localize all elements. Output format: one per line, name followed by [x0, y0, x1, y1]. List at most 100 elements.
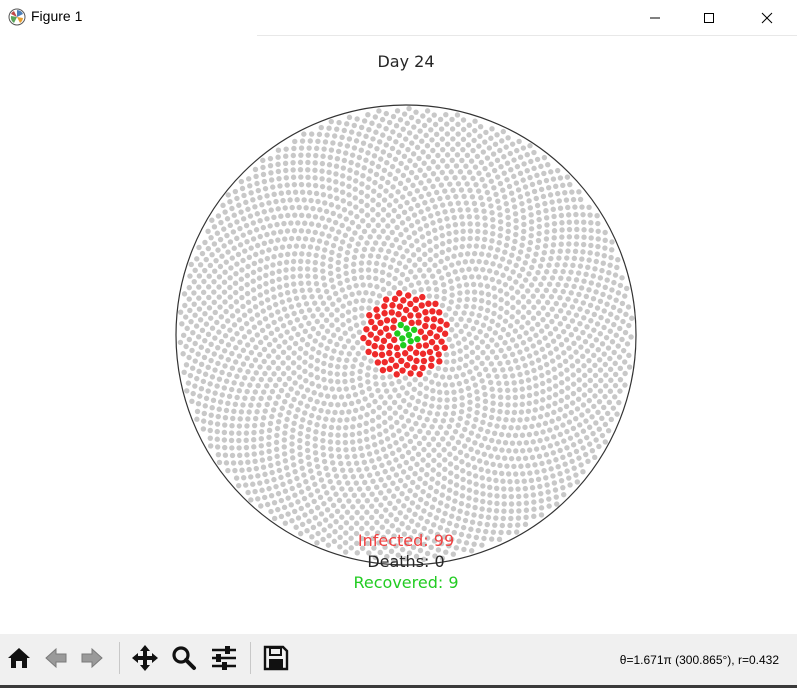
susceptible-point: [214, 428, 220, 435]
susceptible-point: [383, 126, 389, 132]
susceptible-point: [451, 253, 457, 259]
susceptible-point: [429, 476, 435, 482]
susceptible-point: [613, 332, 619, 338]
susceptible-point: [593, 258, 599, 265]
susceptible-point: [372, 240, 379, 246]
pan-button[interactable]: [129, 641, 161, 675]
susceptible-point: [549, 418, 555, 424]
susceptible-point: [381, 262, 387, 268]
susceptible-point: [497, 147, 503, 154]
susceptible-point: [276, 376, 283, 383]
susceptible-point: [340, 165, 347, 171]
susceptible-point: [553, 425, 560, 431]
susceptible-point: [498, 305, 504, 312]
susceptible-point: [313, 252, 319, 259]
susceptible-point: [573, 448, 580, 455]
minimize-button[interactable]: [632, 0, 678, 36]
susceptible-point: [353, 282, 359, 289]
susceptible-point: [404, 431, 410, 437]
susceptible-point: [466, 470, 472, 477]
infected-point: [365, 339, 372, 347]
susceptible-point: [202, 311, 208, 317]
susceptible-point: [436, 404, 442, 410]
susceptible-point: [411, 230, 418, 236]
susceptible-point: [504, 300, 510, 306]
zoom-button[interactable]: [168, 641, 200, 675]
susceptible-point: [521, 304, 527, 310]
susceptible-point: [315, 306, 321, 312]
susceptible-point: [378, 502, 384, 508]
susceptible-point: [359, 389, 366, 395]
susceptible-point: [385, 235, 391, 241]
infected-point: [396, 303, 404, 310]
save-button[interactable]: [260, 641, 292, 675]
susceptible-point: [545, 369, 551, 376]
susceptible-point: [270, 262, 276, 268]
back-button[interactable]: [40, 641, 72, 675]
susceptible-point: [285, 251, 291, 257]
susceptible-point: [606, 270, 612, 276]
susceptible-point: [364, 202, 370, 209]
susceptible-point: [504, 291, 510, 297]
susceptible-point: [399, 220, 406, 226]
susceptible-point: [212, 309, 218, 316]
susceptible-point: [453, 464, 460, 471]
susceptible-point: [455, 515, 462, 522]
susceptible-point: [363, 133, 369, 140]
susceptible-point: [402, 264, 409, 270]
susceptible-point: [379, 269, 386, 276]
infected-point: [438, 338, 445, 345]
figure-canvas[interactable]: [0, 36, 797, 634]
susceptible-point: [307, 138, 313, 144]
susceptible-point: [305, 273, 311, 279]
susceptible-point: [267, 420, 274, 427]
susceptible-point: [595, 347, 601, 353]
susceptible-point: [305, 258, 311, 265]
susceptible-point: [262, 471, 268, 478]
susceptible-point: [521, 228, 527, 235]
susceptible-point: [261, 209, 267, 215]
susceptible-point: [611, 279, 617, 286]
susceptible-point: [346, 460, 352, 467]
susceptible-point: [387, 500, 393, 507]
susceptible-point: [421, 556, 427, 563]
susceptible-point: [609, 247, 615, 253]
susceptible-point: [252, 458, 258, 465]
susceptible-point: [484, 355, 491, 361]
susceptible-point: [553, 183, 559, 190]
close-button[interactable]: [744, 0, 790, 36]
susceptible-point: [404, 120, 410, 126]
susceptible-point: [416, 280, 422, 286]
susceptible-point: [498, 470, 505, 477]
susceptible-point: [529, 264, 535, 271]
forward-button[interactable]: [76, 641, 108, 675]
susceptible-point: [601, 351, 607, 357]
susceptible-point: [552, 487, 559, 493]
susceptible-point: [478, 442, 485, 449]
susceptible-point: [468, 548, 475, 554]
infected-point: [415, 319, 422, 326]
susceptible-point: [408, 535, 414, 541]
susceptible-point: [539, 372, 545, 379]
susceptible-point: [314, 399, 320, 405]
susceptible-point: [193, 323, 200, 329]
susceptible-point: [474, 153, 481, 160]
susceptible-point: [464, 420, 470, 426]
susceptible-point: [305, 182, 312, 188]
polar-scatter-plot[interactable]: [0, 36, 797, 634]
home-button[interactable]: [3, 641, 35, 675]
configure-subplots-button[interactable]: [208, 641, 240, 675]
susceptible-point: [324, 393, 331, 399]
maximize-button[interactable]: [686, 0, 732, 36]
susceptible-point: [617, 388, 623, 394]
susceptible-point: [262, 494, 268, 501]
susceptible-point: [515, 187, 522, 193]
susceptible-point: [459, 433, 465, 439]
susceptible-point: [232, 188, 239, 195]
susceptible-point: [467, 369, 473, 375]
susceptible-point: [615, 343, 621, 349]
susceptible-point: [319, 183, 326, 190]
susceptible-point: [293, 243, 300, 249]
susceptible-point: [509, 252, 515, 258]
susceptible-point: [376, 234, 382, 240]
